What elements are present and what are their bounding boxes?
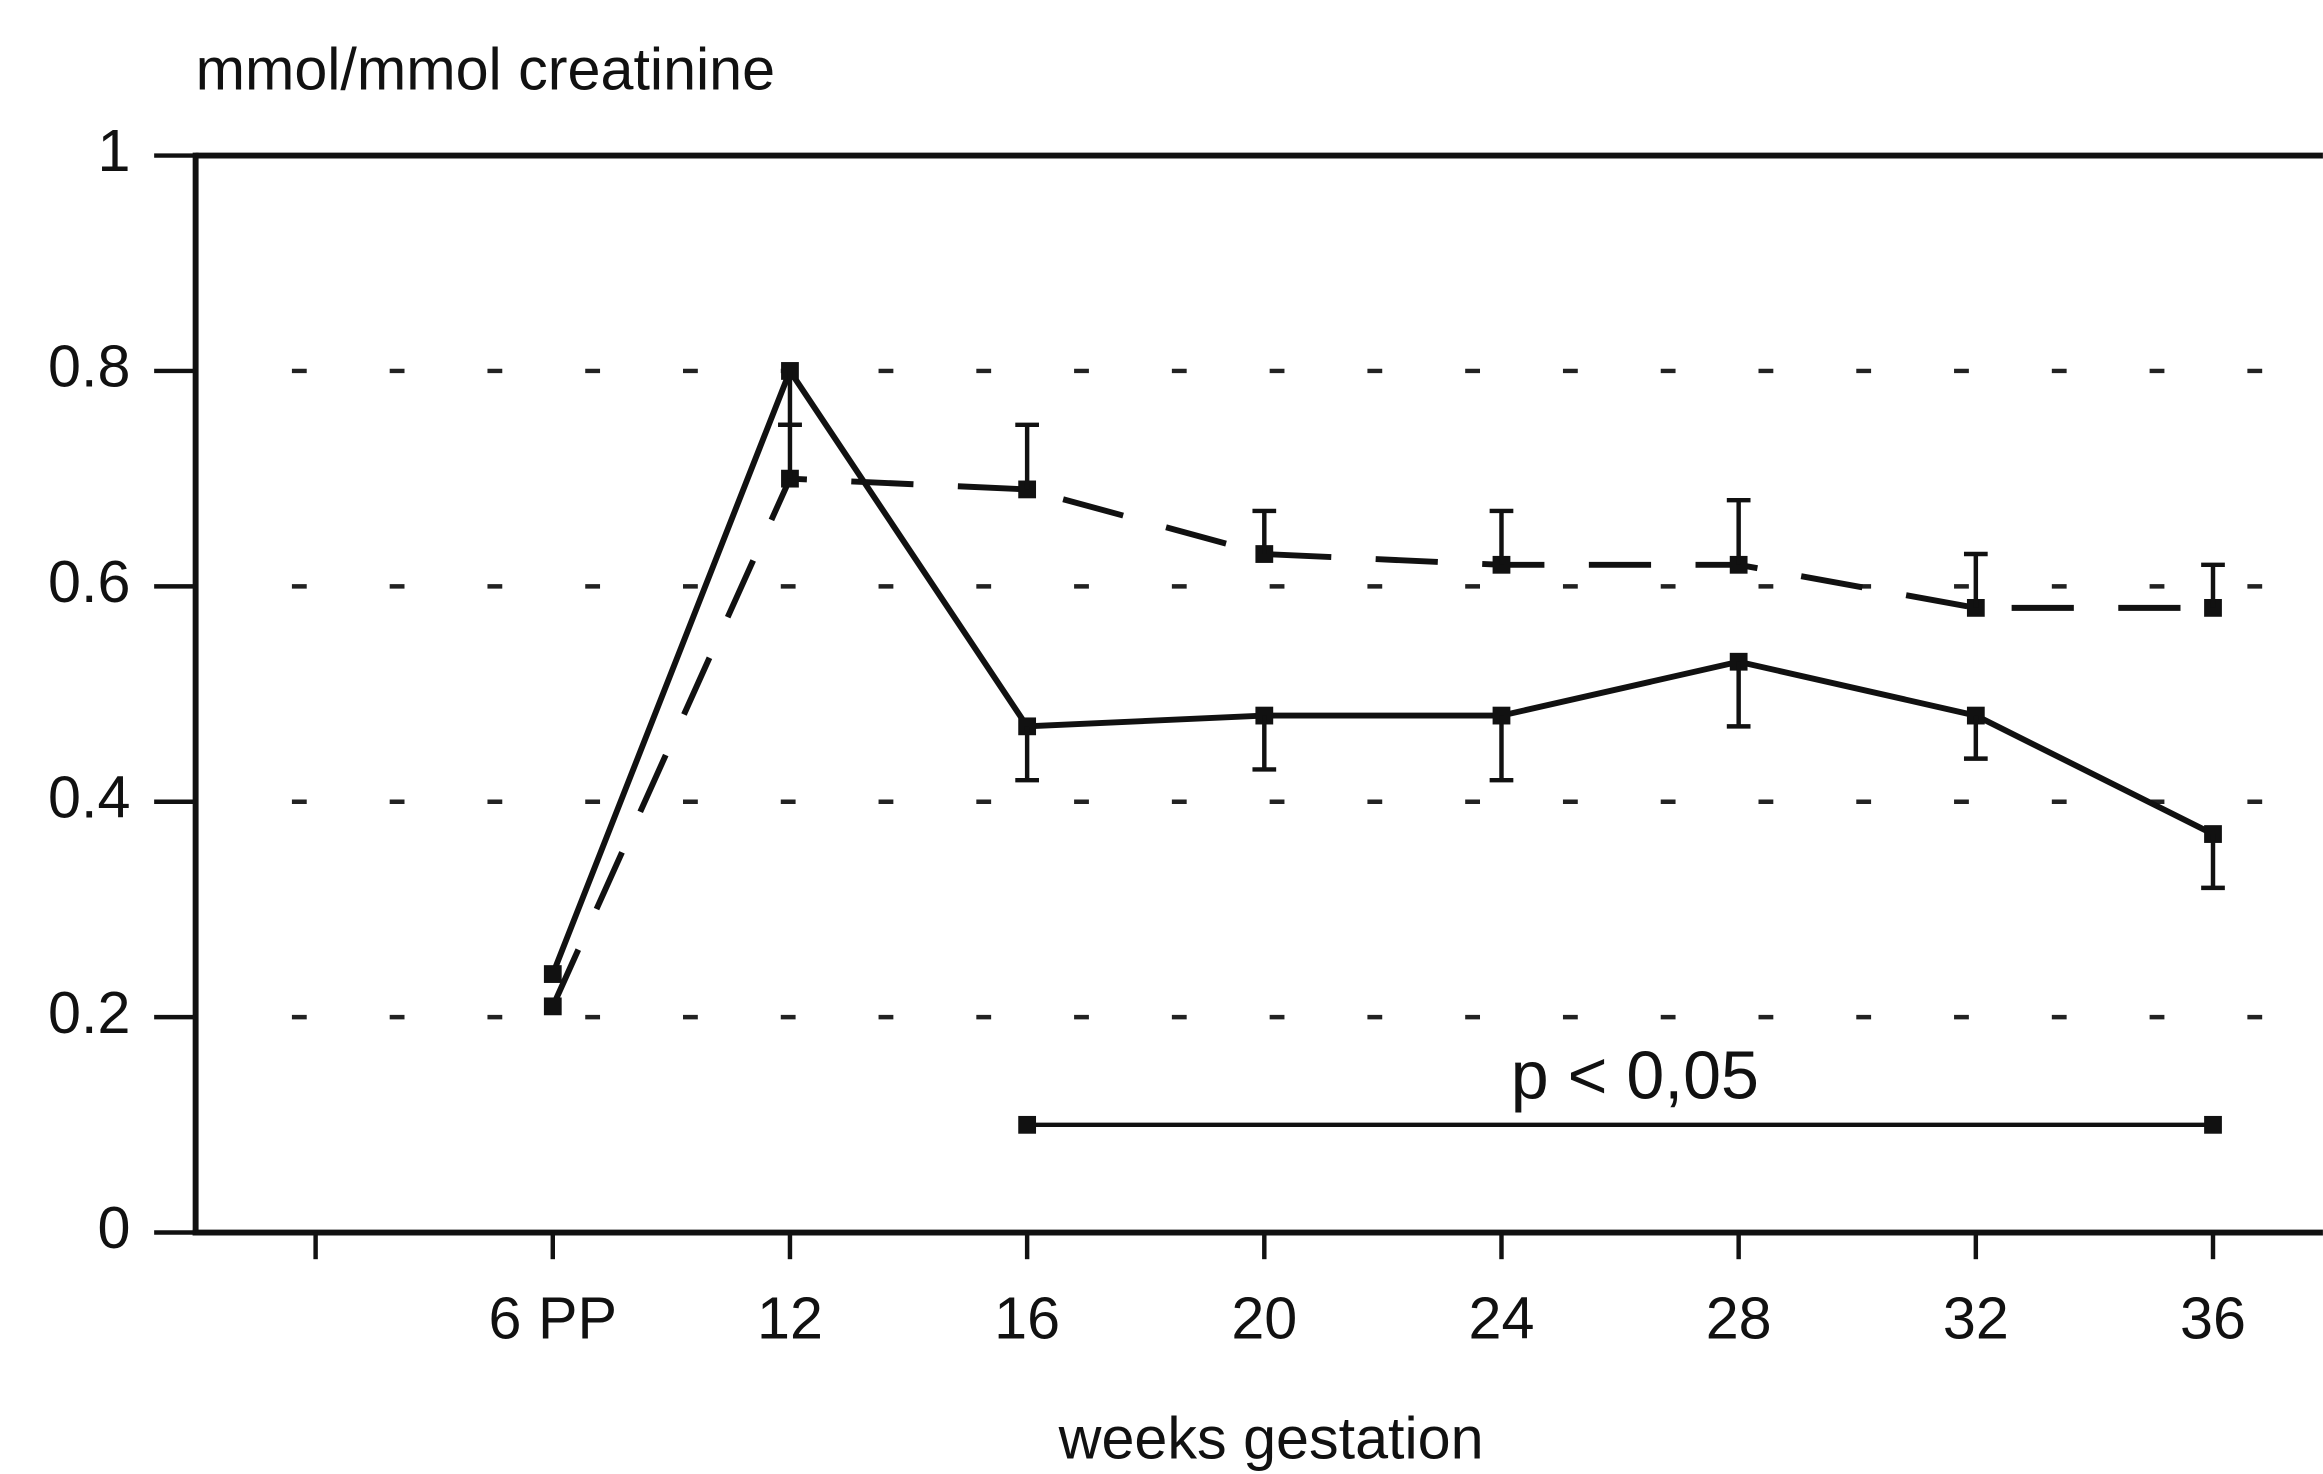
error-bar — [1726, 661, 1751, 729]
significance-end — [1018, 1115, 1037, 1134]
y-tick-label: 0 — [97, 1194, 130, 1261]
error-bar — [1489, 508, 1514, 565]
error-bar — [1963, 551, 1988, 608]
y-tick-label: 1 — [97, 117, 130, 184]
series-line — [550, 475, 2214, 1008]
x-tick-label: 32 — [1943, 1285, 2009, 1352]
error-bar — [1015, 422, 1039, 490]
marker — [543, 997, 562, 1016]
x-tick-label: 16 — [994, 1285, 1060, 1352]
error-bar — [778, 422, 802, 479]
error-bar — [1015, 726, 1039, 783]
x-tick-label: 12 — [757, 1285, 823, 1352]
x-tick-label: 20 — [1231, 1285, 1297, 1352]
series-line — [550, 364, 2215, 976]
error-bar — [2201, 562, 2225, 608]
significance-end — [2204, 1115, 2222, 1134]
error-bar — [1489, 715, 1514, 783]
error-bar — [2201, 834, 2225, 891]
annotation: p < 0,05 — [1511, 1037, 1759, 1113]
y-axis-label: mmol/mmol creatinine — [196, 36, 775, 103]
x-axis-label: weeks gestation — [1058, 1405, 1484, 1472]
error-bar — [1963, 715, 1988, 761]
x-tick-label: 6 PP — [489, 1285, 617, 1352]
marker — [543, 965, 562, 983]
error-bar — [1252, 508, 1277, 555]
x-tick-label: 28 — [1706, 1285, 1772, 1352]
y-tick-label: 0.4 — [48, 763, 130, 830]
y-tick-label: 0.8 — [48, 333, 130, 400]
x-tick-label: 24 — [1469, 1285, 1535, 1352]
x-tick-label: 36 — [2180, 1285, 2246, 1352]
error-bar — [1726, 497, 1751, 565]
y-tick-label: 0.6 — [48, 548, 130, 615]
y-tick-label: 0.2 — [48, 979, 130, 1046]
error-bar — [1252, 715, 1277, 772]
